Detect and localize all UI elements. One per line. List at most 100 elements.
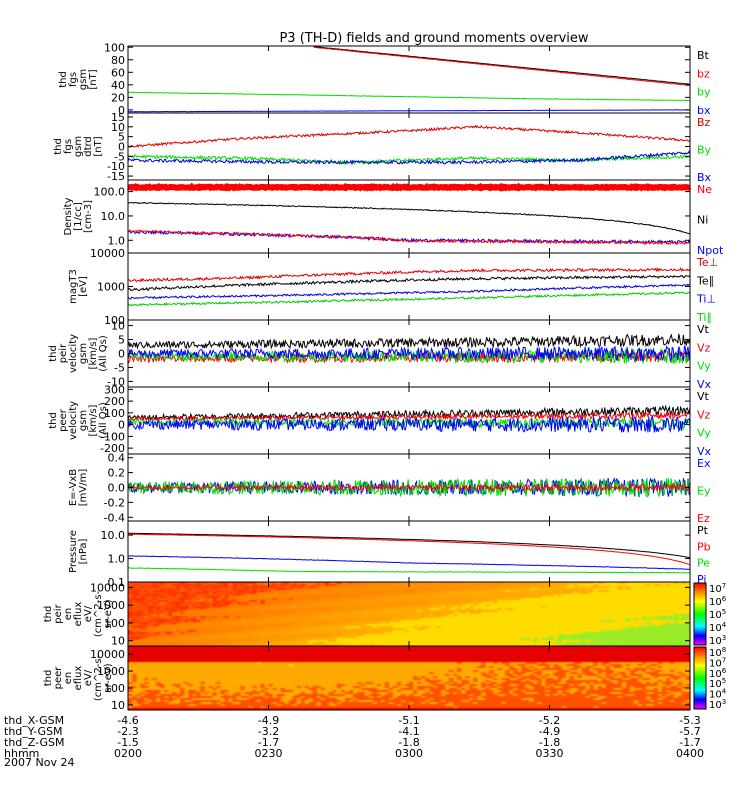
y-tick-label: 10000 <box>90 247 125 260</box>
y-axis-label: thdpeerenefluxeV/(cm^2-s-sr-eV) <box>43 654 114 701</box>
y-tick-label: 1000 <box>97 665 125 678</box>
y-tick-label: 5 <box>118 131 125 144</box>
y-tick-label: 15 <box>111 111 125 124</box>
date-label: 2007 Nov 24 <box>4 756 74 769</box>
y-tick-label: 100 <box>104 41 125 54</box>
y-tick-label: 80 <box>111 54 125 67</box>
x-axis-value: -1.7 <box>679 736 700 749</box>
colorbar-tick: 107 <box>709 582 726 595</box>
colorbar-tick: 103 <box>709 698 726 711</box>
legend-entry: Vt <box>697 323 710 336</box>
y-tick-label: -0.2 <box>104 496 125 509</box>
x-axis-value: 0400 <box>676 747 704 760</box>
y-tick-label: 5 <box>118 334 125 347</box>
y-tick-label: -100 <box>100 430 125 443</box>
y-tick-label: 10000 <box>90 648 125 661</box>
y-tick-label: 100 <box>104 682 125 695</box>
legend-efield: Ex Ey Ez <box>697 457 711 525</box>
y-tick-label: 40 <box>111 79 125 92</box>
y-tick-label: 10 <box>111 635 125 648</box>
y-tick-label: 60 <box>111 66 125 79</box>
legend-entry: Ti∥ <box>696 311 712 324</box>
series-fgs_gsm-1 <box>313 46 691 86</box>
x-axis-value: -4.9 <box>539 725 560 738</box>
legend-fgs_gsm: Bt bz by bx <box>697 49 711 117</box>
y-axis-label: Density[1/cc][cm-3] <box>63 197 94 235</box>
y-tick-label: 10 <box>111 121 125 134</box>
x-axis-value: 0230 <box>255 747 283 760</box>
panel-frame <box>127 112 691 181</box>
legend-entry: Te⊥ <box>696 256 718 269</box>
legend-entry: Vx <box>697 378 712 391</box>
panel-peir_eflux: 10710610510410310000100010010thdpeirenef… <box>43 581 727 647</box>
legend-peir_velocity: Vt Vz Vy Vx <box>697 323 712 391</box>
colorbar-tick: 104 <box>709 621 727 634</box>
legend-entry: Vz <box>697 341 711 354</box>
y-tick-label: -5 <box>114 361 125 374</box>
x-axis-value: -4.6 <box>117 714 138 727</box>
legend-entry: Vt <box>697 390 710 403</box>
colorbar-peer_eflux <box>693 646 707 710</box>
y-tick-label: 20 <box>111 91 125 104</box>
legend-entry: bx <box>697 104 711 117</box>
legend-density: Ne Ni Npot <box>697 183 724 257</box>
series-temperature-0 <box>127 267 691 283</box>
y-axis-label: thdpeervelocitygsm[km/s](All Qs) <box>48 401 109 440</box>
panel-frame <box>127 520 691 583</box>
series-fgs_gsm_detrended-2 <box>127 150 691 166</box>
series-pressure-1 <box>128 533 691 565</box>
legend-pressure: Pt Pb Pe Pi <box>697 524 711 586</box>
y-tick-label: 0 <box>118 141 125 154</box>
legend-entry: Bz <box>697 116 711 129</box>
y-tick-label: 0 <box>118 348 125 361</box>
x-axis-row-label: thd_Y-GSM <box>4 725 63 738</box>
y-tick-label: 1.0 <box>108 553 126 566</box>
y-axis-label: Pressure[nPa] <box>68 530 89 573</box>
y-tick-label: 0.1 <box>108 576 126 589</box>
legend-entry: Pb <box>697 540 711 553</box>
y-axis-label: thdpeirvelocitygsm[km/s](All Qs) <box>48 334 109 373</box>
x-axis-value: 0200 <box>114 747 142 760</box>
y-tick-label: 0.0 <box>108 482 126 495</box>
x-axis-value: -1.8 <box>539 736 560 749</box>
panel-peer_eflux: 10810710610510410310000100010010thdpeere… <box>43 645 727 712</box>
series-fgs_gsm_detrended-0 <box>127 124 691 149</box>
legend-entry: by <box>697 86 711 99</box>
legend-entry: Pe <box>697 557 710 570</box>
legend-peer_velocity: Vt Vz Vy Vx <box>697 390 712 458</box>
legend-entry: Vx <box>697 445 712 458</box>
y-tick-label: -15 <box>107 170 125 183</box>
y-axis-label: thdfgsgsm[nT] <box>58 69 99 90</box>
figure-title: P3 (TH-D) fields and ground moments over… <box>279 31 588 46</box>
legend-entry: Ni <box>697 214 708 227</box>
y-tick-label: -0.4 <box>104 511 125 524</box>
x-axis-value: -1.8 <box>398 736 419 749</box>
y-tick-label: 0.2 <box>108 467 126 480</box>
x-axis-row-label: hhmm <box>4 747 39 760</box>
y-tick-label: 0 <box>118 419 125 432</box>
series-fgs_gsm-2 <box>127 91 691 102</box>
x-axis-labels: thd_X-GSMthd_Y-GSMthd_Z-GSMhhmm-4.6-2.3-… <box>4 714 704 760</box>
y-tick-label: 1.0 <box>108 234 126 247</box>
x-axis-value: -2.3 <box>117 725 138 738</box>
x-axis-value: 0300 <box>395 747 423 760</box>
series-density-1 <box>127 201 691 235</box>
series-peer_velocity-3 <box>127 415 691 434</box>
x-axis-value: -1.5 <box>117 736 138 749</box>
colorbar-peir_eflux <box>693 582 707 646</box>
y-tick-label: 10 <box>111 320 125 333</box>
y-tick-label: -10 <box>107 160 125 173</box>
legend-entry: Ex <box>697 457 711 470</box>
panels-group: Btbzbybx100806040200thdfgsgsm[nT]BzByBx1… <box>43 41 727 712</box>
series-fgs_gsm-0 <box>313 46 691 85</box>
legend-entry: Bt <box>697 49 710 62</box>
series-temperature-2 <box>127 283 691 300</box>
y-axis-label: thdfgsgsmdtrd[nT] <box>53 136 104 157</box>
x-axis-row-label: thd_Z-GSM <box>4 736 64 749</box>
y-tick-label: 1000 <box>97 281 125 294</box>
legend-entry: Pt <box>697 524 709 537</box>
series-peir_velocity-3 <box>127 345 691 363</box>
